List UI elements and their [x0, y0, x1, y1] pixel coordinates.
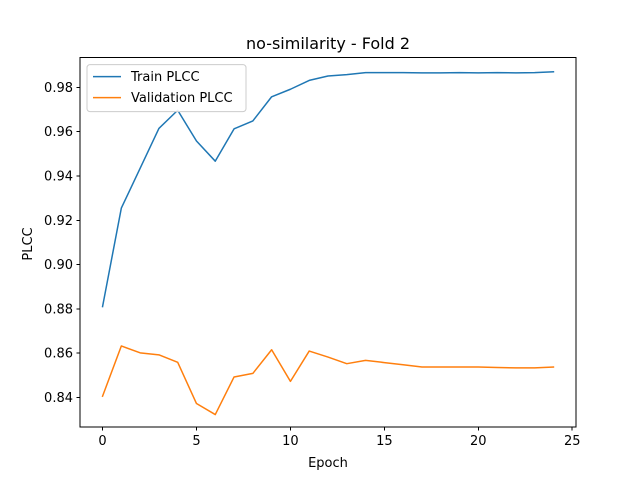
x-tick-label: 15	[376, 434, 393, 449]
x-tick-label: 0	[98, 434, 106, 449]
legend-label: Validation PLCC	[131, 91, 233, 106]
x-axis-label: Epoch	[308, 456, 348, 471]
y-tick-label: 0.92	[44, 214, 73, 229]
y-tick-label: 0.88	[44, 302, 73, 317]
y-tick-label: 0.98	[44, 81, 73, 96]
plot-frame	[79, 57, 577, 428]
y-axis-label: PLCC	[21, 227, 36, 260]
y-tick-label: 0.90	[44, 258, 73, 273]
x-tick-label: 5	[192, 434, 200, 449]
x-tick-label: 25	[564, 434, 581, 449]
y-tick-label: 0.96	[44, 125, 73, 140]
legend-box	[86, 64, 247, 113]
y-tick-label: 0.86	[44, 347, 73, 362]
chart-title: no-similarity - Fold 2	[246, 34, 410, 53]
series-line-validation-plcc	[101, 345, 555, 416]
x-tick-label: 10	[282, 434, 299, 449]
plot-area: 0 5 10 15 20 25 0.84 0.86 0.88 0.90 0.92 0.94 0.96 0.…	[44, 57, 581, 449]
x-tick-label: 20	[470, 434, 487, 449]
legend-label: Train PLCC	[130, 70, 200, 85]
y-tick-label: 0.84	[44, 391, 73, 406]
y-tick-label: 0.94	[44, 170, 73, 185]
